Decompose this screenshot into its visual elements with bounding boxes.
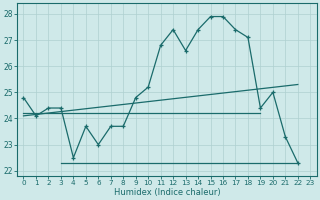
X-axis label: Humidex (Indice chaleur): Humidex (Indice chaleur) [114,188,220,197]
